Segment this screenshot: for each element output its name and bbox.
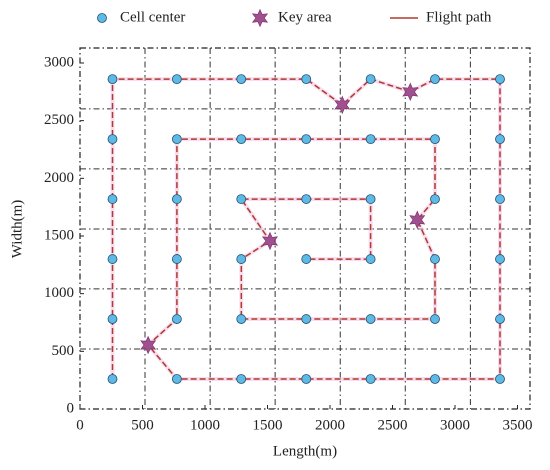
cell-center	[365, 374, 376, 384]
cell-center	[495, 74, 505, 85]
cell-center	[301, 194, 312, 204]
y-tick-label: 2000	[44, 170, 74, 186]
y-tick-label: 500	[52, 343, 75, 359]
cell-center	[495, 194, 505, 204]
legend-label: Key area	[278, 9, 332, 25]
cell-center	[365, 194, 376, 204]
x-tick-label: 3500	[503, 417, 533, 433]
cell-center	[107, 374, 118, 384]
cell-center	[107, 314, 118, 324]
cell-center	[107, 254, 118, 264]
x-tick-label: 500	[131, 417, 154, 433]
cell-center	[495, 374, 505, 384]
cell-center	[236, 374, 247, 384]
cell-center	[365, 254, 376, 264]
x-tick-label: 1500	[253, 417, 283, 433]
cell-center	[236, 194, 247, 204]
x-tick-label: 2500	[378, 417, 408, 433]
legend-marker	[97, 13, 107, 23]
x-tick-label: 2000	[315, 417, 345, 433]
cell-center	[430, 134, 440, 145]
cell-center	[365, 134, 376, 145]
cell-center	[495, 314, 505, 324]
key-area	[402, 82, 419, 102]
key-area	[261, 231, 279, 251]
cell-center	[107, 194, 118, 204]
y-tick-label: 1500	[44, 227, 74, 243]
cell-center	[236, 134, 247, 145]
y-tick-label: 1000	[44, 285, 74, 301]
key-area	[140, 335, 157, 355]
x-axis-label: Length(m)	[273, 443, 337, 459]
y-axis-label: Width(m)	[9, 200, 25, 259]
x-tick-label: 3000	[440, 417, 470, 433]
cell-center	[495, 254, 505, 264]
key-area	[334, 95, 351, 115]
cell-center	[236, 314, 247, 324]
y-tick-label: 0	[67, 400, 75, 416]
cell-center	[236, 254, 247, 264]
cell-center	[495, 134, 505, 145]
cell-center	[171, 134, 182, 145]
cell-center	[171, 314, 182, 324]
legend-label: Flight path	[426, 9, 492, 25]
legend-marker	[251, 8, 269, 28]
x-tick-label: 1000	[190, 417, 220, 433]
y-tick-label: 2500	[44, 112, 74, 128]
cell-center	[236, 74, 247, 85]
cell-center	[365, 74, 376, 85]
cell-center	[171, 374, 182, 384]
cell-center	[430, 74, 440, 85]
cell-center	[301, 374, 312, 384]
cell-center	[430, 194, 440, 204]
cell-center	[301, 254, 312, 264]
legend-label: Cell center	[120, 9, 185, 25]
cell-center	[107, 74, 118, 85]
cell-center	[430, 254, 440, 264]
cell-center	[301, 314, 312, 324]
cell-center	[171, 194, 182, 204]
plot-border	[79, 47, 531, 410]
y-tick-label: 3000	[44, 54, 74, 70]
x-tick-label: 0	[76, 417, 84, 433]
cell-center	[301, 74, 312, 85]
cell-center	[171, 254, 182, 264]
cell-center	[365, 314, 376, 324]
cell-center	[430, 374, 440, 384]
key-area	[409, 210, 426, 230]
cell-center	[107, 134, 118, 145]
cell-center	[301, 134, 312, 145]
cell-center	[430, 314, 440, 324]
cell-center	[171, 74, 182, 85]
